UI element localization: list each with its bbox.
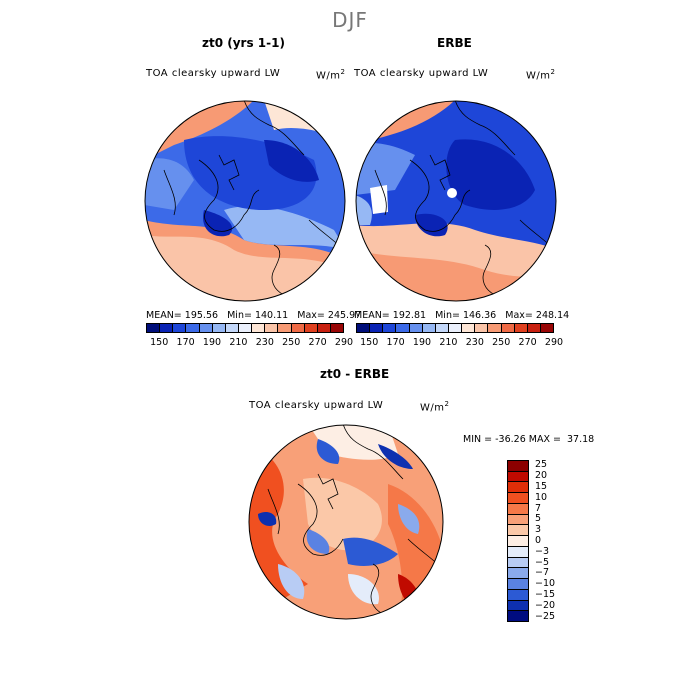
colorbar-tick-label: 210 xyxy=(439,337,458,348)
diff-panel-stats: MIN = -36.26 MAX = 37.18 xyxy=(463,434,595,445)
colorbar-tick-label: −20 xyxy=(535,599,556,611)
colorbar-swatch xyxy=(160,324,174,332)
colorbar-swatch xyxy=(508,525,528,537)
colorbar-tick-label: 0 xyxy=(535,535,542,546)
colorbar-swatch xyxy=(225,324,239,332)
colorbar-tick-label: 15 xyxy=(535,481,548,492)
colorbar-swatch xyxy=(422,324,436,332)
panel-1-title: zt0 (yrs 1-1) xyxy=(202,36,285,50)
colorbar-tick-label: 10 xyxy=(535,491,548,503)
colorbar-swatch xyxy=(508,503,528,515)
colorbar-swatch xyxy=(508,557,528,569)
colorbar-tick-label: −15 xyxy=(535,589,556,600)
colorbar-swatch xyxy=(212,324,226,332)
colorbar-swatch xyxy=(396,324,410,332)
map-1-zt0 xyxy=(144,100,346,302)
colorbar-swatch xyxy=(488,324,502,332)
colorbar-swatch xyxy=(147,324,161,332)
panel-2-field: TOA clearsky upward LW xyxy=(354,68,489,79)
colorbar-swatch xyxy=(508,536,528,547)
colorbar-swatch xyxy=(357,324,371,332)
colorbar-swatch xyxy=(508,589,528,601)
colorbar-swatch xyxy=(304,324,318,332)
colorbar-tick-label: 190 xyxy=(412,337,432,348)
colorbar-swatch xyxy=(186,324,200,332)
colorbar-difference-labels: 25 20 15 10 7 5 3 0 −3 −5 −7 −10 −15 −20 −25 xyxy=(535,459,575,622)
colorbar-panel-1 xyxy=(146,323,344,333)
colorbar-tick-label: 5 xyxy=(535,513,542,525)
colorbar-swatch xyxy=(317,324,331,332)
panel-2-title: ERBE xyxy=(437,36,472,50)
colorbar-tick-label: 230 xyxy=(465,337,484,348)
colorbar-tick-label: 230 xyxy=(255,337,274,348)
panel-1-units: W/m2 xyxy=(316,68,346,82)
colorbar-swatch xyxy=(508,546,528,558)
colorbar-swatch xyxy=(508,482,528,494)
panel-1-stats: MEAN= 195.56 Min= 140.11 Max= 245.97 xyxy=(146,310,362,321)
colorbar-tick-label: −3 xyxy=(535,545,550,557)
colorbar-tick-label: 170 xyxy=(176,337,195,348)
colorbar-tick-label: 250 xyxy=(282,337,301,348)
panel-2-units: W/m2 xyxy=(526,68,556,82)
colorbar-swatch xyxy=(475,324,489,332)
colorbar-swatch xyxy=(330,324,344,332)
colorbar-tick-label: 150 xyxy=(150,337,169,348)
colorbar-tick-label: 7 xyxy=(535,502,542,514)
colorbar-swatch xyxy=(265,324,279,332)
colorbar-tick-label: 210 xyxy=(229,337,248,348)
colorbar-swatch xyxy=(448,324,463,332)
colorbar-tick-label: 20 xyxy=(535,470,548,482)
map-3-difference xyxy=(248,424,444,620)
colorbar-tick-label: 270 xyxy=(518,337,537,348)
colorbar-panel-2-labels: 150 170 190 210 230 250 270 290 xyxy=(356,337,563,349)
colorbar-tick-label: 290 xyxy=(334,337,354,348)
colorbar-swatch xyxy=(508,461,528,472)
colorbar-swatch xyxy=(173,324,187,332)
panel-1-field: TOA clearsky upward LW xyxy=(146,68,281,79)
colorbar-swatch xyxy=(540,324,554,332)
colorbar-swatch xyxy=(501,324,515,332)
colorbar-swatch xyxy=(527,324,541,332)
colorbar-swatch xyxy=(238,324,253,332)
colorbar-swatch xyxy=(508,579,528,590)
colorbar-tick-label: 250 xyxy=(492,337,511,348)
colorbar-swatch xyxy=(409,324,423,332)
colorbar-tick-label: −5 xyxy=(535,556,550,568)
colorbar-swatch xyxy=(508,493,528,504)
colorbar-swatch xyxy=(199,324,213,332)
diff-panel-title: zt0 - ERBE xyxy=(320,367,390,381)
colorbar-swatch xyxy=(383,324,397,332)
colorbar-swatch xyxy=(291,324,305,332)
colorbar-swatch xyxy=(508,471,528,483)
colorbar-tick-label: −10 xyxy=(535,578,556,590)
colorbar-swatch xyxy=(370,324,384,332)
colorbar-tick-label: 270 xyxy=(308,337,327,348)
colorbar-tick-label: 190 xyxy=(202,337,222,348)
colorbar-tick-label: −25 xyxy=(535,610,556,622)
colorbar-swatch xyxy=(462,324,476,332)
colorbar-tick-label: 3 xyxy=(535,524,542,536)
colorbar-swatch xyxy=(508,568,528,580)
colorbar-tick-label: −7 xyxy=(535,567,550,579)
diff-panel-units: W/m2 xyxy=(420,400,450,414)
map-2-erbe xyxy=(355,100,557,302)
colorbar-difference xyxy=(507,460,529,622)
diff-panel-field: TOA clearsky upward LW xyxy=(249,400,384,411)
colorbar-swatch xyxy=(252,324,266,332)
colorbar-tick-label: 25 xyxy=(535,459,548,471)
colorbar-swatch xyxy=(508,600,528,612)
colorbar-swatch xyxy=(514,324,528,332)
figure-title: DJF xyxy=(332,8,368,32)
panel-2-stats: MEAN= 192.81 Min= 146.36 Max= 248.14 xyxy=(354,310,570,321)
colorbar-tick-label: 290 xyxy=(544,337,564,348)
colorbar-swatch xyxy=(278,324,292,332)
colorbar-swatch xyxy=(435,324,449,332)
colorbar-panel-2 xyxy=(356,323,554,333)
colorbar-swatch xyxy=(508,611,528,622)
colorbar-panel-1-labels: 150 170 190 210 230 250 270 290 xyxy=(146,337,353,349)
colorbar-swatch xyxy=(508,514,528,526)
colorbar-tick-label: 150 xyxy=(360,337,379,348)
colorbar-tick-label: 170 xyxy=(386,337,405,348)
